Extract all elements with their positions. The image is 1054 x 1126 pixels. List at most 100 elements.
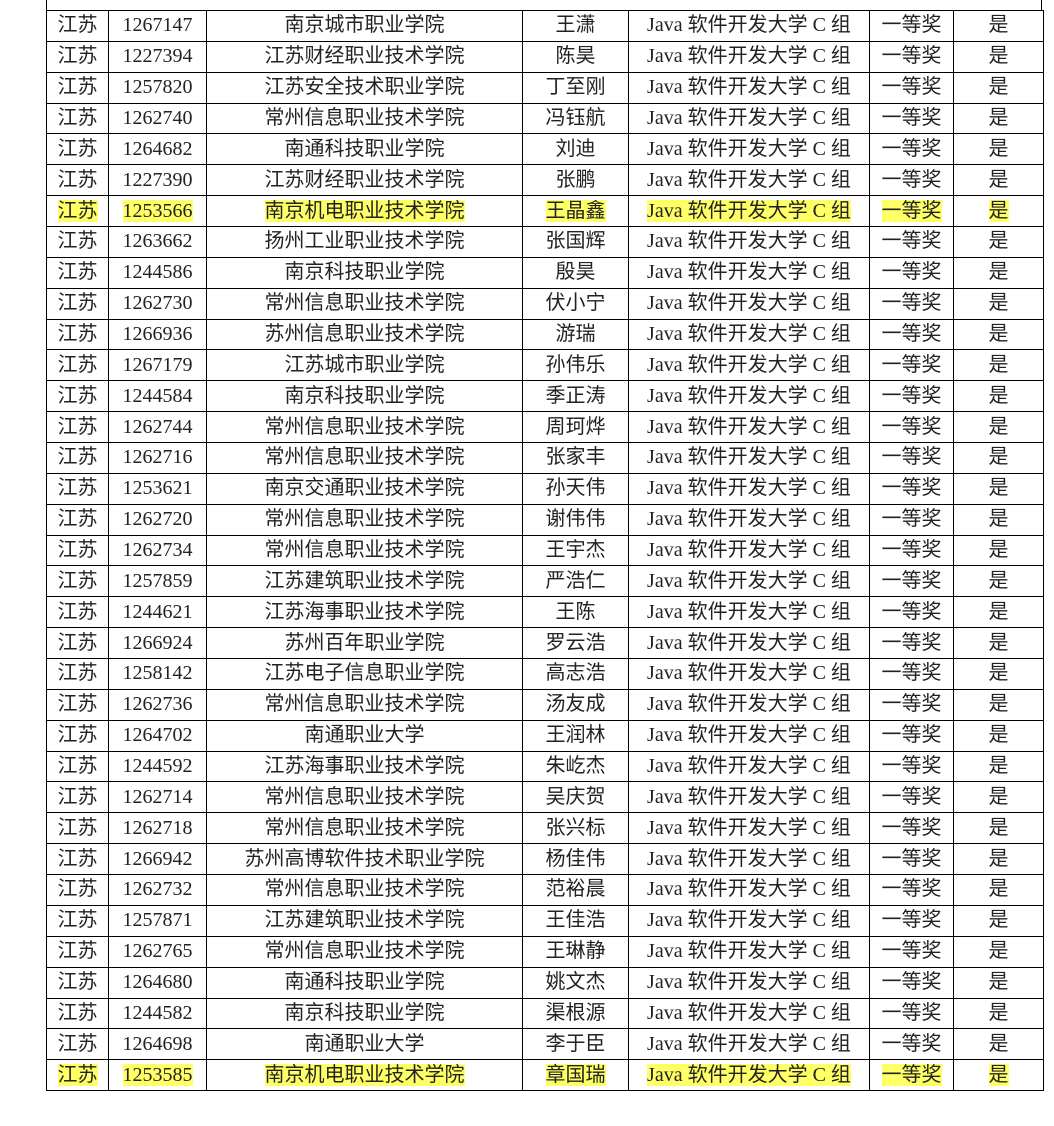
table-cell: 南京科技职业学院 [206,997,523,1030]
table-cell: Java 软件开发大学 C 组 [628,287,870,320]
track: Java 软件开发大学 C 组 [647,600,851,623]
table-cell: 一等奖 [869,904,954,937]
table-row: 江苏 1253585 南京机电职业技术学院 章国瑞 Java 软件开发大学 C 组 一等奖… [46,1059,1044,1092]
table-cell: 江苏电子信息职业学院 [206,658,523,690]
student: 张国辉 [545,230,606,253]
table-cell: Java 软件开发大学 C 组 [628,195,870,228]
track: Java 软件开发大学 C 组 [647,878,851,901]
team-id: 1264682 [122,137,193,160]
table-cell: 江苏 [46,596,109,629]
table-cell: Java 软件开发大学 C 组 [628,411,870,444]
province: 江苏 [57,76,98,99]
student: 王晶鑫 [545,199,606,222]
table-cell: 是 [953,102,1044,135]
province: 江苏 [57,755,98,778]
table-cell: 张兴标 [522,812,629,845]
final-flag: 是 [988,724,1009,747]
province: 江苏 [57,631,98,654]
table-cell: 是 [953,719,1044,752]
team-id: 1266942 [122,847,193,870]
table-cell: 1262720 [108,503,207,536]
table-cell: Java 软件开发大学 C 组 [628,596,870,629]
table-cell: 江苏 [46,534,109,567]
table-cell: 是 [953,966,1044,999]
school: 常州信息职业技术学院 [264,292,465,315]
table-cell: 是 [953,1059,1044,1092]
table-cell: 一等奖 [869,966,954,999]
table-cell: 江苏 [46,935,109,968]
table-cell: 1266942 [108,843,207,876]
final-flag: 是 [988,384,1009,407]
track: Java 软件开发大学 C 组 [647,199,851,222]
table-cell: Java 软件开发大学 C 组 [628,781,870,814]
table-cell: 一等奖 [869,812,954,845]
table-row: 江苏 1262730 常州信息职业技术学院 伏小宁 Java 软件开发大学 C 组 一等奖… [46,287,1044,320]
table-cell: 一等奖 [869,534,954,567]
school: 南京机电职业技术学院 [264,1063,465,1086]
table-cell: 江苏 [46,503,109,536]
table-cell: 1253566 [108,195,207,228]
table-cell: 王陈 [522,596,629,629]
table-cell: 殷昊 [522,256,629,289]
track: Java 软件开发大学 C 组 [647,230,851,253]
table-cell: Java 软件开发大学 C 组 [628,349,870,382]
table-row: 江苏 1244582 南京科技职业学院 渠根源 Java 软件开发大学 C 组 一等奖 是 [46,997,1044,1030]
province: 江苏 [57,1001,98,1024]
track: Java 软件开发大学 C 组 [647,569,851,592]
track: Java 软件开发大学 C 组 [647,847,851,870]
school: 常州信息职业技术学院 [264,816,465,839]
award: 一等奖 [881,940,942,963]
table-cell: 江苏建筑职业技术学院 [206,904,523,937]
school: 常州信息职业技术学院 [264,415,465,438]
track: Java 软件开发大学 C 组 [647,292,851,315]
team-id: 1244621 [122,600,193,623]
table-cell: 1253621 [108,472,207,505]
school: 常州信息职业技术学院 [264,508,465,531]
student: 周珂烨 [545,415,606,438]
track: Java 软件开发大学 C 组 [647,168,851,191]
student: 姚文杰 [545,971,606,994]
table-cell: 1262734 [108,534,207,567]
table-row: 江苏 1262716 常州信息职业技术学院 张家丰 Java 软件开发大学 C 组 一等奖… [46,442,1044,474]
table-row: 江苏 1264698 南通职业大学 李于臣 Java 软件开发大学 C 组 一等奖 是 [46,1028,1044,1061]
table-cell: 是 [953,226,1044,258]
table-cell: 刘迪 [522,133,629,166]
table-cell: 常州信息职业技术学院 [206,411,523,444]
award: 一等奖 [881,353,942,376]
table-cell: 苏州高博软件技术职业学院 [206,843,523,876]
student: 游瑞 [555,323,596,346]
table-cell: 严浩仁 [522,565,629,598]
table-cell: 是 [953,40,1044,73]
table-cell: 是 [953,534,1044,567]
table-cell: 江苏 [46,133,109,166]
team-id: 1244592 [122,755,193,778]
province: 江苏 [57,415,98,438]
table-row: 江苏 1262732 常州信息职业技术学院 范裕晨 Java 软件开发大学 C 组 一等奖… [46,874,1044,906]
award: 一等奖 [881,199,942,222]
track: Java 软件开发大学 C 组 [647,785,851,808]
table-cell: 江苏 [46,750,109,783]
final-flag: 是 [988,816,1009,839]
table-cell: 江苏 [46,71,109,104]
track: Java 软件开发大学 C 组 [647,45,851,68]
award: 一等奖 [881,847,942,870]
final-flag: 是 [988,168,1009,191]
table-row: 江苏 1227394 江苏财经职业技术学院 陈昊 Java 软件开发大学 C 组 一等奖 是 [46,40,1044,73]
award: 一等奖 [881,76,942,99]
table-cell: 常州信息职业技术学院 [206,534,523,567]
team-id: 1264698 [122,1032,193,1055]
school: 南京交通职业技术学院 [264,477,465,500]
table-cell: 是 [953,627,1044,660]
table-cell: 江苏 [46,318,109,351]
table-cell: 江苏 [46,874,109,906]
award: 一等奖 [881,292,942,315]
table-cell: 一等奖 [869,226,954,258]
table-cell: 一等奖 [869,781,954,814]
team-id: 1257871 [122,909,193,932]
team-id: 1227394 [122,45,193,68]
table-cell: 朱屹杰 [522,750,629,783]
table-cell: 一等奖 [869,472,954,505]
table-cell: 是 [953,750,1044,783]
table-cell: 是 [953,1028,1044,1061]
province: 江苏 [57,199,98,222]
